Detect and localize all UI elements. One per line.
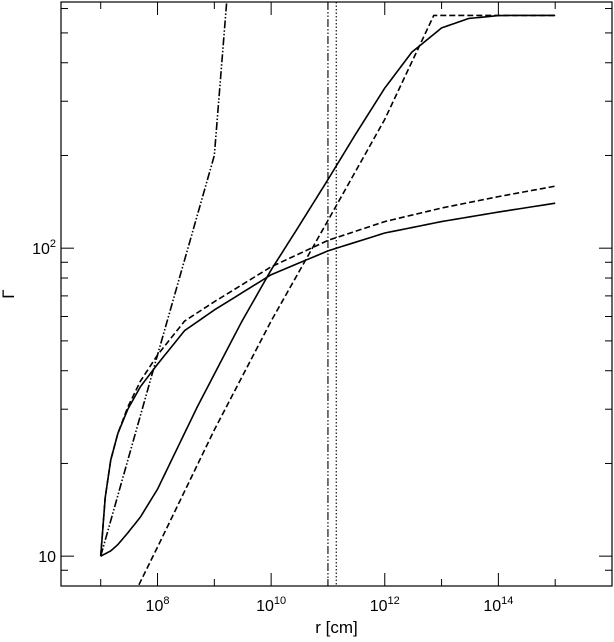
y-tick-label-base: 10 [32,241,50,258]
x-tick-label-base: 10 [370,598,388,615]
series-line-2 [137,14,556,586]
series-line-5 [99,2,228,557]
series-line-1 [100,14,556,557]
tick-layer [61,2,613,587]
x-tick-label-base: 10 [256,598,274,615]
x-tick-label: 1012 [370,595,400,615]
series-line-3 [99,202,556,557]
x-tick-label-base: 10 [146,598,164,615]
x-tick-label-exp: 12 [388,595,400,607]
x-tick-label: 108 [146,595,170,615]
y-tick-label-exp: 2 [50,238,56,250]
y-tick-label: 102 [32,238,56,258]
vline-layer [327,2,337,586]
x-tick-label-exp: 8 [163,595,169,607]
x-tick-label-exp: 14 [501,595,513,607]
y-tick-label: 10 [38,549,56,566]
x-axis-title: r [cm] [315,618,358,637]
plot-frame [60,1,613,587]
y-tick-label-base: 10 [38,549,56,566]
y-axis-title: Γ [0,289,18,298]
x-tick-label: 1014 [483,595,513,615]
x-tick-label: 1010 [256,595,286,615]
x-tick-label-base: 10 [483,598,501,615]
series-line-4 [99,185,556,557]
series-layer [99,2,556,586]
x-tick-label-exp: 10 [274,595,286,607]
